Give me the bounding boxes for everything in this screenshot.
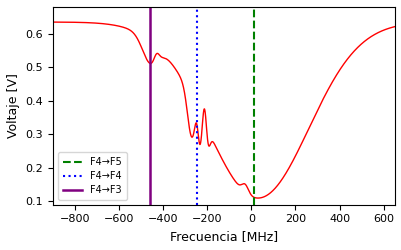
Legend: F4→F5, F4→F4, F4→F3: F4→F5, F4→F4, F4→F3: [58, 152, 126, 200]
X-axis label: Frecuencia [MHz]: Frecuencia [MHz]: [169, 230, 277, 243]
Y-axis label: Voltaje [V]: Voltaje [V]: [7, 74, 20, 138]
